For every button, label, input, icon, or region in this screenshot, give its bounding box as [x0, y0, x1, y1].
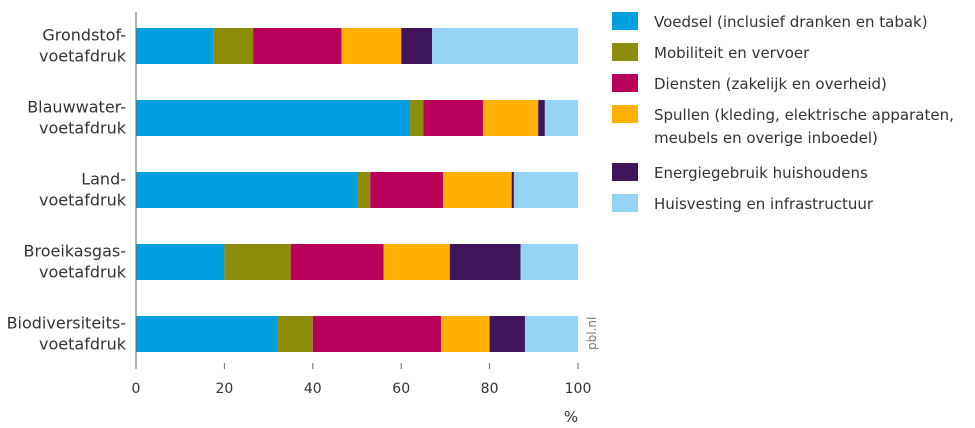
x-tick-label-0: 0	[132, 381, 141, 397]
x-tick-label-4: 80	[481, 381, 499, 397]
category-label-line: Land-	[81, 170, 126, 189]
bar-segment-2-5	[513, 172, 578, 208]
x-tick-label-5: 100	[565, 381, 592, 397]
bar-segment-2-3	[443, 172, 512, 208]
bar-segment-4-0	[136, 316, 278, 352]
legend-swatch-3	[612, 105, 638, 123]
bar-segment-1-3	[482, 100, 539, 136]
bar-segment-0-0	[136, 28, 214, 64]
legend-label-line: Diensten (zakelijk en overheid)	[654, 75, 887, 93]
bar-segment-1-1	[410, 100, 424, 136]
x-tick-label-3: 60	[392, 381, 410, 397]
legend-label-3: Spullen (kleding, elektrische apparaten,…	[654, 106, 954, 147]
bar-segment-2-2	[370, 172, 444, 208]
bar-segment-0-2	[253, 28, 342, 64]
category-labels: Grondstof-voetafdrukBlauwwater-voetafdru…	[7, 26, 127, 354]
x-axis-unit: %	[564, 408, 578, 426]
legend-label-4: Energiegebruik huishoudens	[654, 164, 868, 182]
bar-segment-3-5	[520, 244, 578, 280]
bar-segment-0-3	[341, 28, 402, 64]
bar-segment-3-4	[449, 244, 521, 280]
bar-segment-3-0	[136, 244, 225, 280]
category-label-0: Grondstof-voetafdruk	[39, 26, 127, 66]
bar-segment-4-1	[277, 316, 313, 352]
category-label-line: voetafdruk	[39, 119, 127, 138]
source-credit: pbl.nl	[585, 317, 599, 350]
legend-label-2: Diensten (zakelijk en overheid)	[654, 75, 887, 93]
category-label-line: Grondstof-	[42, 26, 126, 45]
category-label-line: voetafdruk	[39, 263, 127, 282]
category-label-line: voetafdruk	[39, 47, 127, 66]
bar-segment-3-2	[290, 244, 384, 280]
bar-segment-1-4	[538, 100, 545, 136]
legend-label-line: Voedsel (inclusief dranken en tabak)	[654, 13, 928, 31]
bar-segment-4-3	[440, 316, 490, 352]
bars-group	[136, 28, 578, 352]
legend-label-line: Huisvesting en infrastructuur	[654, 195, 874, 213]
legend: Voedsel (inclusief dranken en tabak) Mobi…	[612, 12, 954, 213]
legend-swatch-2	[612, 74, 638, 92]
legend-label-5: Huisvesting en infrastructuur	[654, 195, 874, 213]
category-label-1: Blauwwater-voetafdruk	[27, 98, 127, 138]
legend-swatch-4	[612, 163, 638, 181]
legend-label-1: Mobiliteit en vervoer	[654, 44, 810, 62]
legend-label-0: Voedsel (inclusief dranken en tabak)	[654, 13, 928, 31]
legend-swatch-0	[612, 12, 638, 30]
legend-label-line: Energiegebruik huishoudens	[654, 164, 868, 182]
bar-segment-3-3	[383, 244, 450, 280]
legend-swatch-1	[612, 43, 638, 61]
bar-segment-1-5	[544, 100, 578, 136]
category-label-line: Biodiversiteits-	[7, 314, 126, 333]
bar-segment-0-5	[432, 28, 578, 64]
x-tick-label-2: 40	[304, 381, 322, 397]
bar-segment-2-0	[136, 172, 357, 208]
legend-swatch-5	[612, 194, 638, 212]
bar-segment-4-5	[524, 316, 578, 352]
legend-label-line: Mobiliteit en vervoer	[654, 44, 810, 62]
bar-segment-1-2	[423, 100, 483, 136]
bar-segment-2-4	[511, 172, 514, 208]
x-tick-label-1: 20	[215, 381, 233, 397]
bar-segment-4-4	[489, 316, 525, 352]
bar-segment-3-1	[224, 244, 291, 280]
category-label-line: voetafdruk	[39, 335, 127, 354]
legend-label-line: meubels en overige inboedel)	[654, 129, 878, 147]
bar-segment-2-1	[357, 172, 371, 208]
bar-segment-1-0	[136, 100, 411, 136]
bar-segment-0-1	[213, 28, 254, 64]
category-label-line: voetafdruk	[39, 191, 127, 210]
legend-label-line: Spullen (kleding, elektrische apparaten,	[654, 106, 954, 124]
category-label-line: Broeikasgas-	[24, 242, 126, 261]
category-label-4: Biodiversiteits-voetafdruk	[7, 314, 127, 354]
bar-segment-0-4	[401, 28, 433, 64]
category-label-3: Broeikasgas-voetafdruk	[24, 242, 127, 282]
bar-segment-4-2	[312, 316, 441, 352]
category-label-2: Land-voetafdruk	[39, 170, 127, 210]
category-label-line: Blauwwater-	[27, 98, 126, 117]
x-axis-ticks: 0 20 40 60 80 100	[132, 363, 592, 397]
